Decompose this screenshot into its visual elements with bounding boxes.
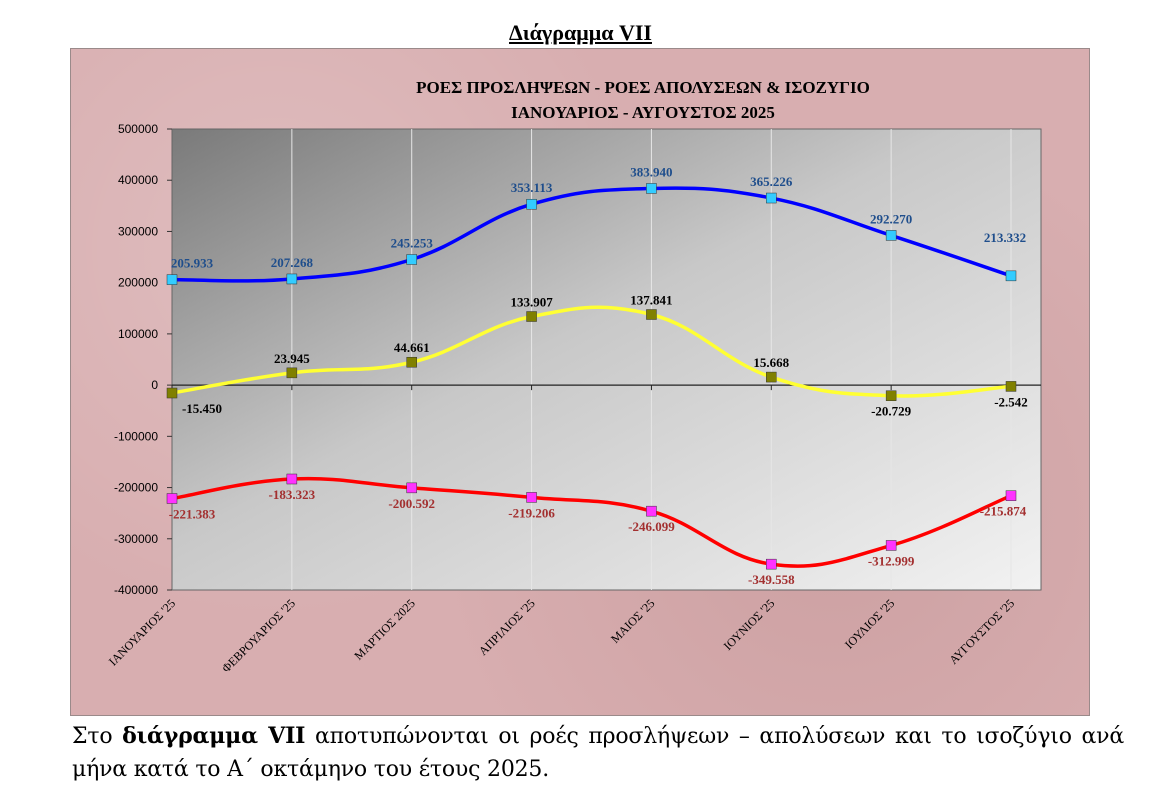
balance-data-label: -15.450 [182, 401, 222, 416]
y-tick-label: 400000 [118, 173, 158, 187]
balance-marker [406, 356, 417, 368]
y-tick-label: 300000 [118, 224, 158, 238]
chart-title-line2: ΙΑΝΟΥΑΡΙΟΣ - ΑΥΓΟΥΣΤΟΣ 2025 [511, 103, 775, 122]
hires-marker [166, 274, 178, 285]
x-category-label: ΙΟΥΝΙΟΣ '25 [721, 596, 778, 653]
balance-data-label: 15.668 [753, 355, 789, 370]
fires-data-label: -312.999 [868, 553, 915, 568]
fires-marker [166, 493, 178, 504]
hires-data-label: 207.268 [271, 255, 314, 270]
x-category-label: ΙΟΥΛΙΟΣ '25 [842, 596, 897, 651]
balance-marker [885, 390, 897, 401]
hires-data-label: 213.332 [984, 230, 1026, 245]
balance-data-label: -2.542 [994, 394, 1028, 409]
balance-marker [766, 371, 777, 383]
y-tick-label: 200000 [118, 276, 158, 290]
chart-title-line1: ΡΟΕΣ ΠΡΟΣΛΗΨΕΩΝ - ΡΟΕΣ ΑΠΟΛΥΣΕΩΝ & ΙΣΟΖΥ… [416, 78, 870, 97]
balance-marker [526, 311, 537, 322]
y-tick-label: -300000 [114, 532, 158, 546]
line-chart: ΡΟΕΣ ΠΡΟΣΛΗΨΕΩΝ - ΡΟΕΣ ΑΠΟΛΥΣΕΩΝ & ΙΣΟΖΥ… [106, 78, 1042, 675]
y-tick-label: 500000 [118, 122, 158, 136]
hires-data-label: 245.253 [391, 235, 434, 250]
fires-marker [406, 482, 417, 494]
balance-data-label: 23.945 [274, 351, 310, 366]
hires-data-label: 383.940 [630, 164, 672, 179]
balance-marker [286, 367, 298, 379]
hires-marker [406, 254, 417, 265]
hires-marker [1005, 270, 1017, 282]
fires-marker [526, 492, 537, 503]
y-tick-label: 0 [151, 378, 158, 392]
hires-marker [885, 230, 897, 241]
y-tick-label: 100000 [118, 327, 158, 341]
y-tick-label: -200000 [114, 481, 158, 495]
hires-data-label: 353.113 [511, 180, 553, 195]
caption-post: αποτυπώνονται οι ροές προσλήψεων – απολύ… [72, 724, 1124, 782]
x-category-label: ΜΑΙΟΣ '25 [608, 596, 658, 646]
hires-data-label: 365.226 [750, 174, 793, 189]
hires-data-label: 205.933 [171, 256, 214, 271]
balance-data-label: 44.661 [394, 340, 430, 355]
fires-marker [766, 558, 777, 570]
diagram-heading: Διάγραμμα VII [509, 20, 652, 45]
balance-marker [1005, 381, 1017, 392]
balance-data-label: 137.841 [630, 293, 672, 308]
hires-data-label: 292.270 [870, 211, 912, 226]
caption-paragraph: Στο διάγραμμα VII αποτυπώνονται οι ροές … [72, 720, 1124, 786]
balance-marker [166, 387, 178, 399]
x-category-label: ΜΑΡΤΙΟΣ 2025 [351, 596, 417, 662]
fires-data-label: -246.099 [628, 519, 675, 534]
plot-area [171, 128, 1042, 591]
hires-marker [646, 183, 657, 194]
chart-frame: ΡΟΕΣ ΠΡΟΣΛΗΨΕΩΝ - ΡΟΕΣ ΑΠΟΛΥΣΕΩΝ & ΙΣΟΖΥ… [70, 48, 1090, 716]
x-category-label: ΑΥΓΟΥΣΤΟΣ '25 [946, 596, 1017, 667]
fires-data-label: -349.558 [748, 572, 795, 587]
fires-line [171, 476, 1012, 568]
x-category-label: ΙΑΝΟΥΑΡΙΟΣ '25 [106, 596, 178, 668]
fires-marker [1005, 490, 1017, 501]
hires-line [171, 186, 1012, 283]
fires-marker [286, 473, 298, 485]
y-tick-label: -100000 [114, 429, 158, 443]
fires-data-label: -215.874 [980, 504, 1027, 519]
balance-data-label: 133.907 [510, 295, 553, 310]
hires-marker [286, 273, 298, 285]
hires-marker [766, 192, 777, 204]
balance-data-label: -20.729 [871, 404, 912, 419]
y-tick-label: -400000 [114, 583, 158, 597]
hires-marker [526, 198, 537, 210]
gridlines [291, 129, 1012, 590]
balance-line [171, 305, 1012, 398]
fires-data-label: -200.592 [388, 496, 435, 511]
x-category-label: ΑΠΡΙΛΙΟΣ '25 [476, 596, 538, 658]
fires-data-label: -221.383 [169, 507, 216, 522]
fires-data-label: -219.206 [508, 505, 555, 520]
data-labels: 205.933 207.268 245.253 353.113 383.940 365.2… [169, 164, 1028, 587]
caption-pre: Στο [72, 724, 123, 749]
fires-marker [885, 540, 897, 551]
caption-bold: διάγραμμα VII [122, 723, 306, 749]
fires-marker [646, 505, 657, 517]
fires-data-label: -183.323 [269, 487, 316, 502]
x-category-label: ΦΕΒΡΟΥΑΡΙΟΣ '25 [219, 596, 298, 675]
series-group [166, 183, 1017, 570]
balance-marker [646, 309, 657, 320]
